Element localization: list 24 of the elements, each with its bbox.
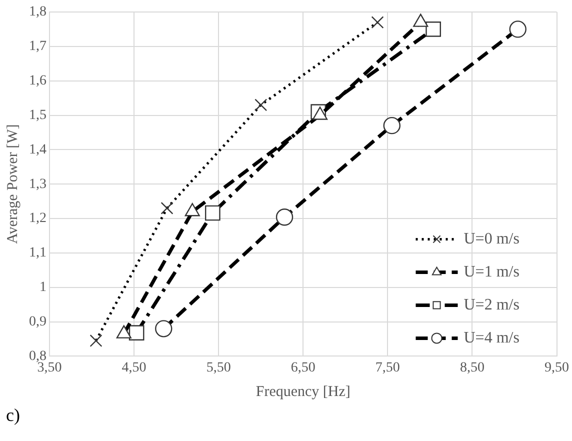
legend-label: U=4 m/s [464, 329, 520, 346]
x-tick-label: 3,50 [37, 360, 62, 376]
y-tick-label: 1,1 [29, 246, 46, 261]
x-tick-label: 7,50 [375, 360, 400, 376]
y-axis-title: Average Power [W] [4, 124, 21, 244]
y-tick-label: 1,4 [29, 142, 46, 158]
y-tick-label: 1,3 [29, 176, 46, 192]
x-tick-label: 9,50 [544, 360, 569, 376]
x-tick-label: 6,50 [290, 360, 316, 376]
text: c) [6, 405, 20, 426]
legend-label: U=0 m/s [464, 230, 520, 248]
y-tick-label: 1,7 [29, 39, 46, 54]
legend-label: U=2 m/s [464, 296, 520, 314]
y-tick-label: 0,9 [29, 314, 46, 330]
y-tick-label: 1,8 [29, 4, 46, 20]
x-tick-label: 4,50 [122, 360, 146, 376]
x-tick-label: 5,50 [206, 360, 231, 376]
y-tick-label: 1,2 [29, 211, 46, 226]
x-axis-title: Frequency [Hz] [256, 384, 350, 400]
x-tick-label: 8,50 [460, 360, 484, 376]
y-tick-label: 1,6 [29, 74, 46, 89]
legend-label: U=1 m/s [464, 263, 520, 280]
y-tick-label: 1 [40, 280, 46, 296]
y-tick-label: 1,5 [29, 108, 46, 123]
